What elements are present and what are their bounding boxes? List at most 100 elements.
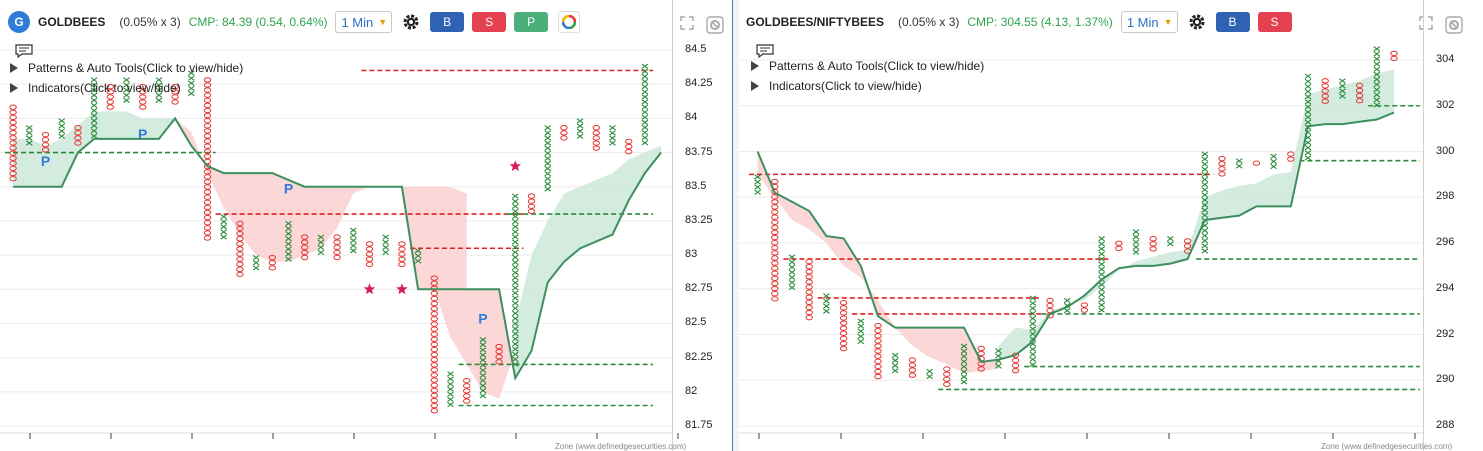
- x-box: [1201, 192, 1209, 198]
- x-box: [788, 254, 796, 260]
- sell-button[interactable]: S: [1257, 12, 1292, 32]
- panel-divider[interactable]: [732, 0, 739, 451]
- buy-button[interactable]: B: [430, 12, 465, 32]
- o-box: [1080, 307, 1089, 313]
- o-box: [839, 325, 848, 331]
- x-box: [1132, 249, 1140, 255]
- price-label: 82: [685, 384, 698, 397]
- x-box: [1029, 326, 1037, 332]
- pnf-chart-goldbees[interactable]: P P P P: [0, 0, 732, 451]
- x-box: [25, 130, 33, 136]
- o-box: [236, 230, 244, 237]
- o-box: [9, 140, 17, 146]
- x-column: [447, 371, 454, 408]
- interval-select[interactable]: 1 Min ▼: [335, 11, 393, 33]
- x-box: [1201, 151, 1209, 157]
- o-box: [463, 383, 471, 389]
- x-box: [511, 346, 519, 352]
- x-box: [995, 363, 1002, 369]
- chart-panel-goldbees[interactable]: P P P P G GOLDBEES (0.05% x 3) CMP: 84.39 (…: [0, 0, 732, 451]
- x-box: [479, 357, 487, 363]
- settings-gear-icon[interactable]: [402, 13, 420, 31]
- x-box: [1167, 236, 1174, 242]
- o-box: [74, 140, 82, 146]
- patterns-toggle[interactable]: Patterns & Auto Tools(Click to view/hide…: [751, 59, 984, 73]
- indicators-toggle[interactable]: Indicators(Click to view/hide): [10, 81, 181, 95]
- o-box: [805, 274, 813, 280]
- o-box: [333, 254, 341, 261]
- price-label: 81.75: [685, 419, 713, 431]
- x-box: [1373, 61, 1381, 67]
- x-box: [823, 308, 830, 314]
- o-box: [1046, 297, 1054, 304]
- pnf-chart-ratio[interactable]: [739, 0, 1483, 451]
- expand-icon[interactable]: [680, 16, 696, 32]
- o-box: [398, 246, 406, 252]
- o-box: [771, 224, 779, 231]
- x-column: [926, 368, 933, 380]
- o-box: [839, 315, 848, 321]
- o-box: [106, 84, 115, 90]
- o-column: [1355, 82, 1364, 104]
- o-box: [1011, 362, 1020, 369]
- x-box: [641, 119, 649, 125]
- o-box: [1218, 161, 1226, 167]
- buy-button[interactable]: B: [1215, 12, 1250, 32]
- x-box: [511, 305, 519, 311]
- o-box: [1080, 302, 1089, 308]
- o-box: [203, 174, 212, 180]
- o-column: [74, 125, 82, 146]
- o-box: [839, 310, 848, 316]
- triangle-right-icon: [751, 61, 759, 71]
- x-box: [1201, 233, 1209, 239]
- o-box: [139, 84, 147, 90]
- x-box: [511, 326, 519, 332]
- o-column: [41, 131, 50, 153]
- o-box: [301, 234, 309, 240]
- x-box: [1270, 158, 1277, 165]
- expand-icon[interactable]: [1419, 16, 1435, 32]
- x-box: [1270, 153, 1277, 159]
- x-box: [641, 63, 649, 69]
- chart-panel-ratio[interactable]: GOLDBEES/NIFTYBEES (0.05% x 3) CMP: 304.…: [739, 0, 1483, 451]
- o-box: [805, 289, 813, 295]
- color-ring-icon[interactable]: [558, 11, 581, 33]
- x-box: [155, 92, 163, 98]
- o-box: [839, 300, 848, 306]
- o-box: [9, 135, 17, 141]
- x-box: [187, 75, 195, 81]
- x-box: [960, 379, 968, 385]
- settings-gear-icon[interactable]: [1188, 13, 1206, 31]
- interval-value: 1 Min: [341, 14, 374, 30]
- o-box: [430, 341, 438, 348]
- pattern-button[interactable]: P: [514, 12, 549, 32]
- price-label: 302: [1436, 98, 1455, 111]
- interval-select[interactable]: 1 Min ▼: [1120, 11, 1178, 33]
- indicators-toggle[interactable]: Indicators(Click to view/hide): [751, 79, 922, 93]
- o-box: [203, 107, 212, 114]
- x-column: [90, 77, 98, 139]
- x-box: [1098, 292, 1105, 298]
- chart-settings-icon[interactable]: [1445, 16, 1463, 34]
- comment-icon[interactable]: [15, 44, 33, 59]
- o-box: [203, 179, 212, 185]
- x-box: [511, 269, 519, 276]
- o-box: [106, 104, 115, 110]
- x-box: [317, 234, 325, 240]
- x-box: [123, 87, 130, 93]
- chart-settings-icon[interactable]: [706, 16, 724, 34]
- patterns-toggle[interactable]: Patterns & Auto Tools(Click to view/hide…: [10, 61, 243, 75]
- x-box: [1029, 321, 1037, 327]
- x-box: [479, 337, 487, 343]
- x-box: [285, 231, 292, 237]
- x-box: [1098, 236, 1105, 242]
- x-column: [576, 118, 584, 139]
- o-column: [527, 193, 536, 215]
- o-box: [771, 199, 779, 205]
- o-box: [236, 251, 244, 257]
- o-box: [9, 160, 17, 167]
- x-box: [285, 241, 292, 247]
- o-box: [805, 304, 813, 311]
- sell-button[interactable]: S: [472, 12, 507, 32]
- comment-icon[interactable]: [756, 44, 774, 59]
